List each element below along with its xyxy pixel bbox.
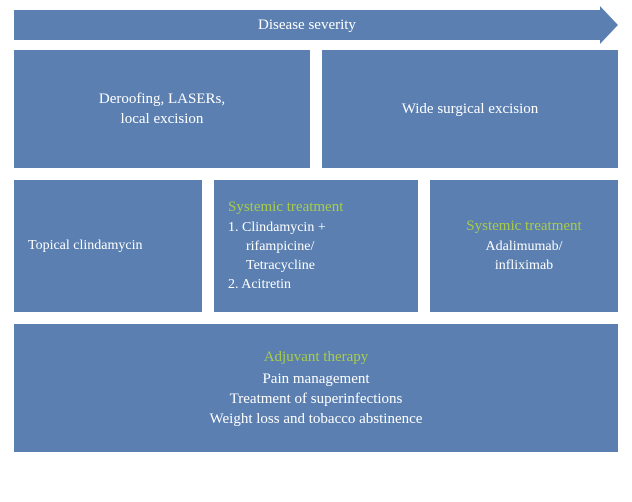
severity-arrow: Disease severity: [14, 10, 618, 40]
box-deroofing: Deroofing, LASERs, local excision: [14, 50, 310, 168]
text-line: Tetracycline: [228, 257, 315, 276]
row-treatment: Topical clindamycin Systemic treatment 1…: [14, 180, 618, 312]
arrow-label: Disease severity: [258, 17, 356, 34]
text-line: rifampicine/: [228, 238, 314, 257]
text-line: Pain management: [262, 369, 369, 389]
text-line: Topical clindamycin: [28, 237, 142, 256]
row-surgical: Deroofing, LASERs, local excision Wide s…: [14, 50, 618, 168]
text-line: 2. Acitretin: [228, 276, 291, 295]
row-adjuvant: Adjuvant therapy Pain management Treatme…: [14, 324, 618, 452]
heading-accent: Systemic treatment: [228, 197, 343, 217]
box-wide-excision: Wide surgical excision: [322, 50, 618, 168]
box-systemic-2: Systemic treatment Adalimumab/ inflixima…: [430, 180, 618, 312]
heading-accent: Adjuvant therapy: [264, 347, 369, 367]
heading-accent: Systemic treatment: [466, 216, 581, 236]
text-line: Weight loss and tobacco abstinence: [210, 409, 423, 429]
text-line: 1. Clindamycin +: [228, 219, 326, 238]
box-topical: Topical clindamycin: [14, 180, 202, 312]
box-systemic-1: Systemic treatment 1. Clindamycin + rifa…: [214, 180, 418, 312]
text-line: Treatment of superinfections: [230, 389, 403, 409]
text-line: Wide surgical excision: [402, 99, 539, 119]
arrow-head-icon: [600, 6, 618, 44]
text-line: infliximab: [495, 257, 553, 276]
text-line: Adalimumab/: [486, 238, 563, 257]
arrow-body: Disease severity: [14, 10, 600, 40]
text-line: Deroofing, LASERs,: [99, 89, 225, 109]
text-line: local excision: [121, 109, 204, 129]
box-adjuvant: Adjuvant therapy Pain management Treatme…: [14, 324, 618, 452]
